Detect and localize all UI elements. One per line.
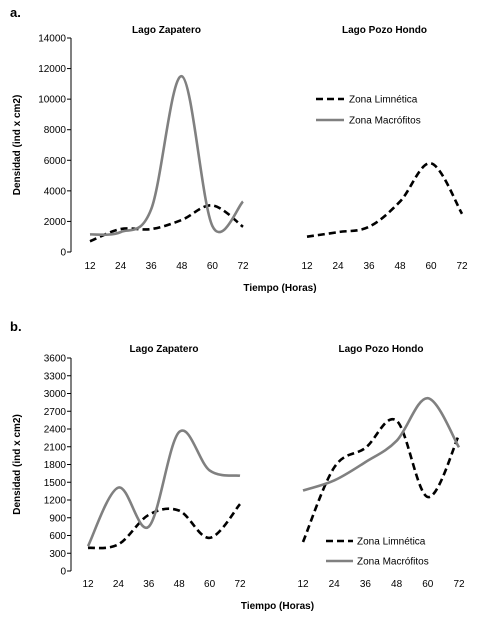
panel-b-zapatero-x-tick-label: 12 [82, 579, 94, 590]
panel-a-zapatero-macrofitos-line [89, 74, 245, 237]
panel-a-legend-label-macrofitos: Zona Macrófitos [349, 116, 421, 127]
panel-b-pozo-hondo-x-tick-label: 12 [297, 579, 309, 590]
panel-b-y-axis-title: Densidad (ind x cm2) [12, 414, 23, 515]
panel-b-y-tick-label: 2700 [44, 407, 67, 418]
panel-a-zapatero-title: Lago Zapatero [132, 25, 201, 36]
panel-b-y-tick-label: 3600 [44, 354, 67, 365]
panel-a-zapatero-x-tick-label: 24 [115, 261, 127, 272]
panel-a-x-axis-title: Tiempo (Horas) [243, 283, 316, 294]
panel-b-y-tick-label: 0 [60, 567, 66, 578]
panel-a-zapatero-x-tick-label: 72 [237, 261, 249, 272]
panel-a-y-tick-label: 6000 [44, 156, 67, 167]
panel-b-zapatero-x-tick-label: 24 [113, 579, 125, 590]
panel-a-y-tick-label: 4000 [44, 186, 67, 197]
panel-b-pozo-hondo-title: Lago Pozo Hondo [339, 344, 424, 355]
panel-a-y-tick-label: 8000 [44, 125, 67, 136]
panel-a-pozo-hondo-title: Lago Pozo Hondo [342, 25, 427, 36]
panel-b-y-tick-label: 600 [49, 531, 66, 542]
panel-b-y-tick-label: 900 [49, 513, 66, 524]
panel-a-label: a. [10, 5, 21, 20]
panel-b-zapatero-limnetica-line [87, 503, 242, 550]
panel-b-legend-label-limnetica: Zona Limnética [357, 537, 426, 548]
panel-b-pozo-hondo-x-tick-label: 24 [329, 579, 341, 590]
panel-a-zapatero-x-tick-label: 60 [207, 261, 219, 272]
panel-b-zapatero-x-tick-label: 72 [234, 579, 246, 590]
panel-b-pozo-hondo-x-tick-label: 48 [391, 579, 403, 590]
panel-a-y-tick-label: 12000 [38, 64, 66, 75]
panel-b-pozo-hondo-x-tick-label: 60 [422, 579, 434, 590]
panel-a-zapatero-x-tick-label: 36 [146, 261, 158, 272]
panel-a-y-tick-label: 14000 [38, 34, 66, 45]
panel-b-legend-label-macrofitos: Zona Macrófitos [357, 557, 429, 568]
panel-a-zapatero-limnetica-line [89, 204, 244, 243]
panel-b-pozo-hondo-x-tick-label: 36 [360, 579, 372, 590]
panel-a-pozo-hondo-x-tick-label: 12 [301, 261, 313, 272]
panel-a-y-tick-label: 10000 [38, 95, 66, 106]
panel-a-pozo-hondo-x-tick-label: 60 [425, 261, 437, 272]
panel-b-zapatero-macrofitos-line [86, 429, 241, 547]
panel-b-label: b. [10, 319, 22, 334]
panel-b-y-tick-label: 3000 [44, 389, 67, 400]
panel-a-zapatero-x-tick-label: 48 [176, 261, 188, 272]
panel-a-pozo-hondo-x-tick-label: 36 [363, 261, 375, 272]
panel-a-zapatero-x-tick-label: 12 [84, 261, 96, 272]
panel-b-zapatero-x-tick-label: 60 [204, 579, 216, 590]
panel-a-pozo-hondo-x-tick-label: 24 [332, 261, 344, 272]
panel-b-y-tick-label: 1800 [44, 460, 67, 471]
panel-a-y-tick-label: 0 [60, 248, 66, 259]
panel-a-pozo-hondo-x-tick-label: 48 [394, 261, 406, 272]
panel-b-pozo-hondo-macrofitos-line [302, 396, 461, 492]
panel-b-pozo-hondo-x-tick-label: 72 [453, 579, 465, 590]
panel-b-y-tick-label: 1500 [44, 478, 67, 489]
panel-b-x-axis-title: Tiempo (Horas) [241, 601, 314, 612]
panel-b-y-tick-label: 3300 [44, 371, 67, 382]
panel-a-pozo-hondo-x-tick-label: 72 [456, 261, 468, 272]
panel-b-pozo-hondo-limnetica-line [301, 417, 461, 543]
panel-b-zapatero-x-tick-label: 48 [174, 579, 186, 590]
panel-b-y-tick-label: 2100 [44, 442, 67, 453]
panel-b-y-tick-label: 300 [49, 549, 66, 560]
panel-b-zapatero-x-tick-label: 36 [143, 579, 155, 590]
panel-b-y-tick-label: 2400 [44, 425, 67, 436]
panel-a-legend-label-limnetica: Zona Limnética [349, 95, 418, 106]
panel-a-y-axis-title: Densidad (ind x cm2) [12, 95, 23, 196]
panel-a-y-tick-label: 2000 [44, 217, 67, 228]
panel-b-zapatero-title: Lago Zapatero [130, 344, 199, 355]
panel-a-pozo-hondo-limnetica-line [306, 162, 464, 238]
panel-b-y-tick-label: 1200 [44, 496, 67, 507]
